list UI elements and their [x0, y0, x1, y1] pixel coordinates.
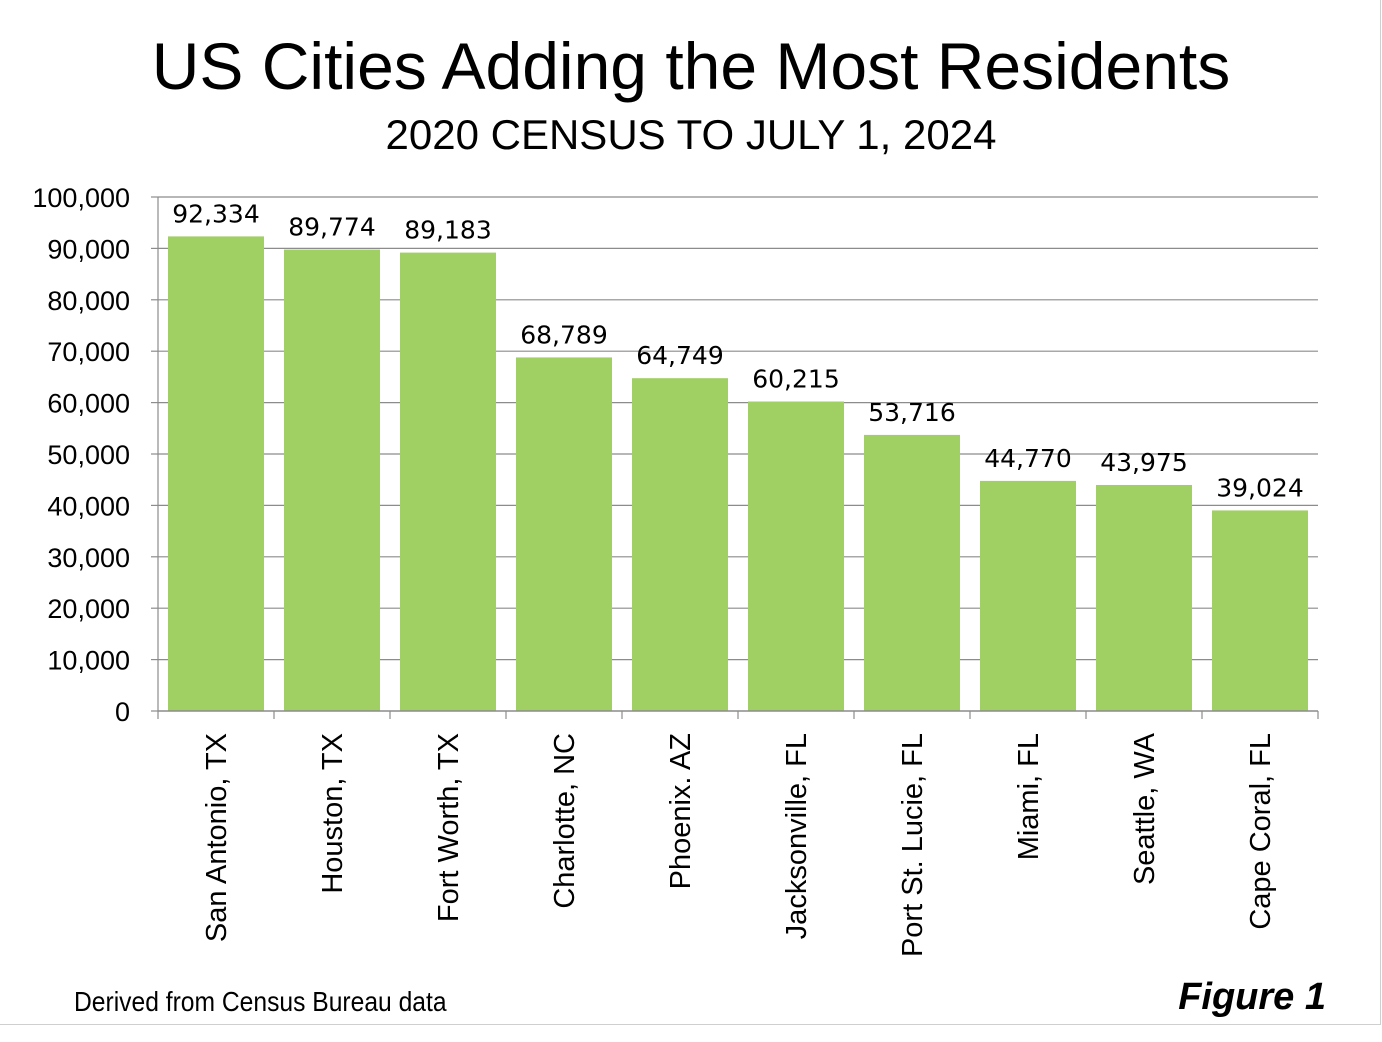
x-tick-label: Houston, TX [317, 733, 349, 894]
data-label: 92,334 [172, 199, 259, 228]
bar [748, 401, 844, 711]
x-tick-label: Miami, FL [1013, 733, 1045, 860]
bar [516, 357, 612, 711]
data-label: 64,749 [636, 341, 723, 370]
data-label: 53,716 [868, 398, 955, 427]
bar [1096, 484, 1192, 711]
data-label: 60,215 [752, 364, 839, 393]
data-label: 68,789 [520, 320, 607, 349]
x-tick-label: Jacksonville, FL [781, 733, 813, 939]
x-tick-label: Cape Coral, FL [1245, 733, 1277, 930]
x-tick-label: Seattle, WA [1129, 732, 1161, 885]
bar [284, 249, 380, 711]
x-tick-label: San Antonio, TX [201, 733, 233, 942]
x-tick-label: Port St. Lucie, FL [897, 733, 929, 957]
y-tick-label: 0 [115, 697, 130, 727]
bar [400, 252, 496, 712]
bar [1212, 510, 1308, 711]
figure-label: Figure 1 [1178, 976, 1326, 1018]
data-label: 44,770 [984, 444, 1071, 473]
y-tick-label: 80,000 [47, 286, 130, 316]
y-tick-label: 60,000 [47, 389, 130, 419]
y-tick-label: 10,000 [47, 646, 130, 676]
y-tick-label: 30,000 [47, 543, 130, 573]
data-label: 89,183 [404, 216, 491, 245]
chart-title: US Cities Adding the Most Residents [151, 29, 1231, 103]
x-tick-label: Fort Worth, TX [433, 733, 465, 922]
data-label: 89,774 [288, 213, 375, 242]
bar [168, 236, 264, 711]
bar [632, 378, 728, 711]
x-tick-label: Charlotte, NC [549, 733, 581, 909]
y-tick-label: 20,000 [47, 594, 130, 624]
x-tick-label: Phoenix. AZ [665, 733, 697, 889]
y-tick-label: 50,000 [47, 440, 130, 470]
y-tick-label: 100,000 [32, 183, 130, 213]
y-tick-label: 70,000 [47, 337, 130, 367]
y-tick-label: 40,000 [47, 491, 130, 521]
data-label: 39,024 [1216, 473, 1303, 502]
source-note: Derived from Census Bureau data [74, 986, 447, 1017]
bar [980, 480, 1076, 711]
chart-subtitle: 2020 CENSUS TO JULY 1, 2024 [385, 111, 997, 158]
y-tick-label: 90,000 [47, 234, 130, 264]
bar [864, 434, 960, 711]
data-label: 43,975 [1100, 448, 1187, 477]
